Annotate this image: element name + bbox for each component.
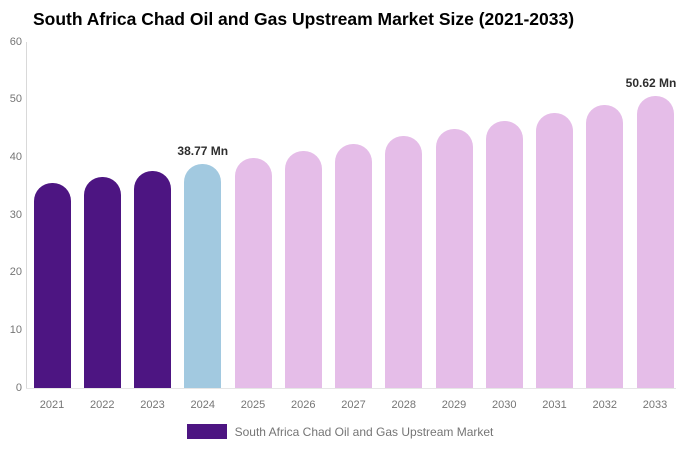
x-axis-tick-label-2029: 2029 [441, 399, 467, 411]
y-axis-tick-label-30: 30 [9, 208, 22, 221]
legend-swatch [186, 424, 227, 439]
bar-2025[interactable] [234, 157, 272, 388]
bar-2029[interactable] [435, 128, 473, 388]
y-axis-tick-label-50: 50 [9, 93, 22, 106]
bar-2028[interactable] [385, 136, 423, 388]
data-label-2024: 38.77 Mn [177, 144, 229, 159]
y-axis-tick-label-0: 0 [15, 381, 22, 394]
bar-2021[interactable] [33, 183, 71, 388]
x-axis-tick-label-2022: 2022 [90, 399, 115, 411]
x-axis-tick-label-2033: 2033 [642, 399, 668, 411]
x-axis-tick-label-2021: 2021 [39, 399, 65, 411]
bar-2026[interactable] [284, 150, 322, 388]
bar-2024[interactable] [184, 164, 222, 388]
data-label-2033: 50.62 Mn [625, 76, 677, 91]
chart-title: South Africa Chad Oil and Gas Upstream M… [33, 9, 575, 29]
y-axis-tick-label-20: 20 [9, 266, 22, 279]
x-axis-tick-label-2026: 2026 [291, 399, 316, 411]
x-axis-baseline [26, 388, 676, 389]
y-axis-tick-label-60: 60 [9, 35, 22, 48]
y-axis-line [26, 42, 27, 388]
y-axis-tick-label-10: 10 [9, 323, 22, 336]
bar-2033[interactable] [636, 96, 674, 388]
bar-2023[interactable] [134, 170, 171, 388]
legend[interactable]: South Africa Chad Oil and Gas Upstream M… [0, 424, 680, 439]
x-axis-tick-label-2025: 2025 [240, 399, 266, 411]
bar-2022[interactable] [83, 177, 121, 388]
bar-2027[interactable] [335, 143, 372, 388]
bar-2030[interactable] [485, 120, 523, 388]
x-axis-tick-label-2032: 2032 [592, 399, 617, 411]
x-axis-tick-label-2027: 2027 [341, 399, 366, 411]
y-axis-tick-label-40: 40 [9, 150, 22, 163]
bar-2031[interactable] [536, 112, 573, 388]
legend-label: South Africa Chad Oil and Gas Upstream M… [234, 424, 494, 439]
x-axis-tick-label-2024: 2024 [190, 399, 215, 411]
x-axis-tick-label-2028: 2028 [391, 399, 416, 411]
x-axis-tick-label-2030: 2030 [492, 399, 517, 411]
x-axis-tick-label-2023: 2023 [140, 399, 165, 411]
x-axis-tick-label-2031: 2031 [542, 399, 567, 411]
bar-2032[interactable] [586, 104, 624, 388]
